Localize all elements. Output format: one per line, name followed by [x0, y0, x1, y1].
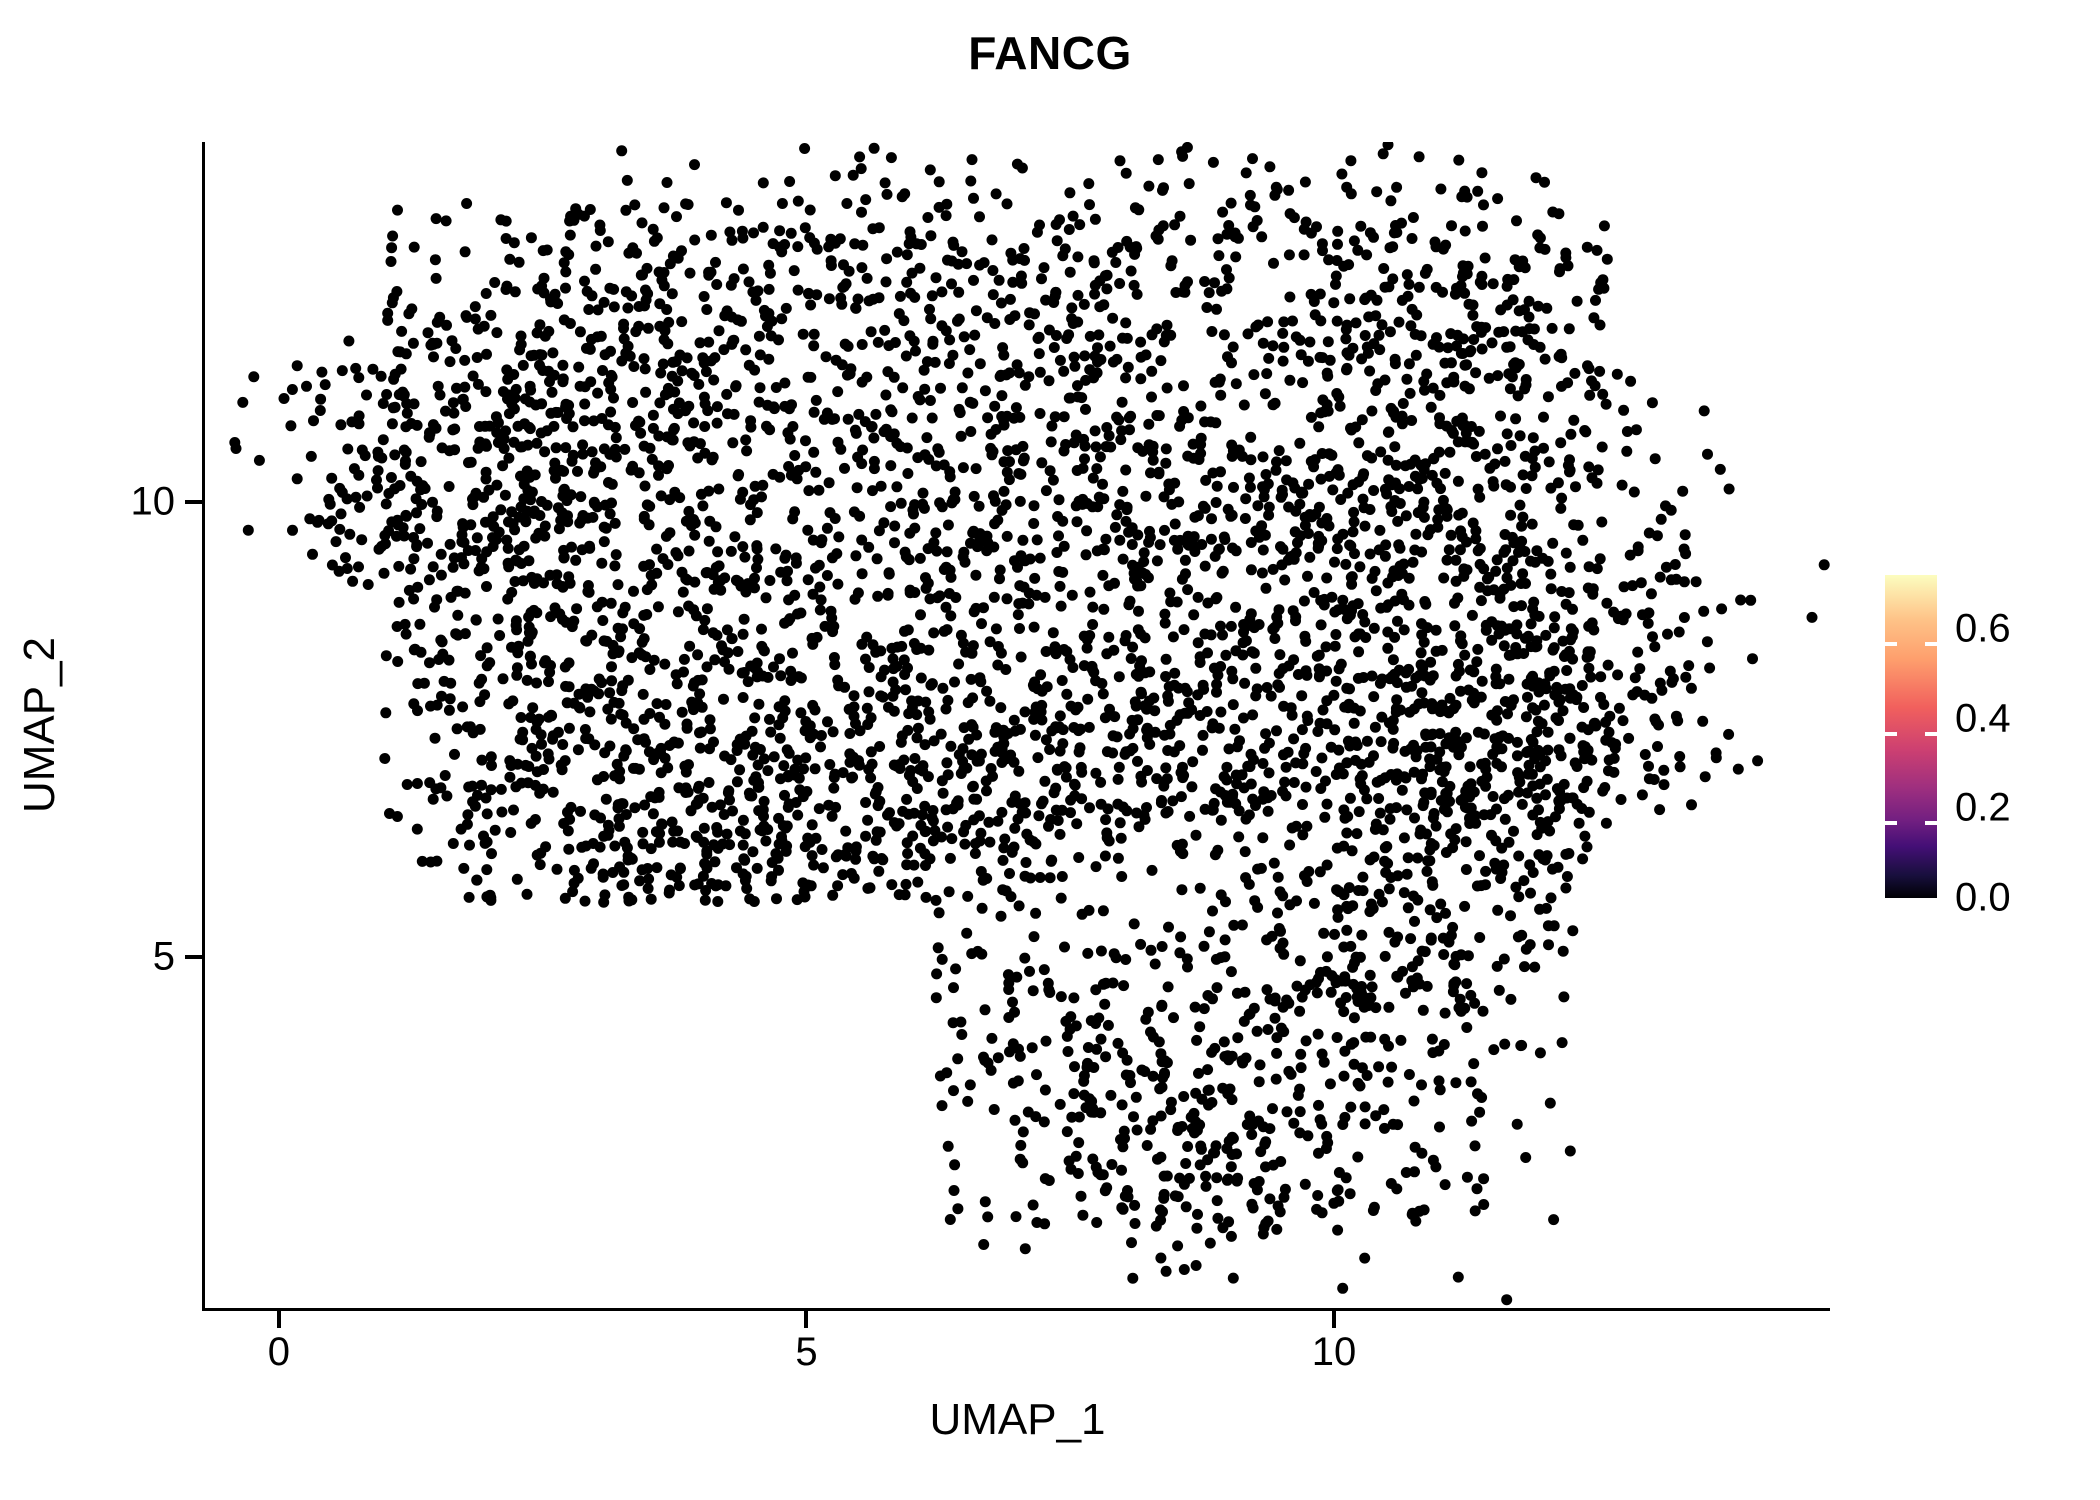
colorbar-tick-mark — [1885, 911, 1897, 915]
colorbar — [1885, 575, 1937, 915]
x-tick-label: 10 — [1311, 1330, 1357, 1374]
colorbar-tick-label: 0.6 — [1955, 606, 2011, 651]
colorbar-tick-mark — [1925, 731, 1937, 736]
x-tick-label: 5 — [795, 1330, 818, 1374]
colorbar-tick-mark — [1885, 641, 1897, 646]
x-tick-mark — [804, 1311, 809, 1328]
y-tick-mark — [185, 955, 202, 960]
colorbar-tick-mark — [1925, 821, 1937, 826]
colorbar-tick-mark — [1925, 641, 1937, 646]
colorbar-legend: 0.6 0.4 0.2 0.0 — [1880, 560, 2095, 920]
scatter-layer — [205, 142, 1830, 1308]
colorbar-tick-label: 0.4 — [1955, 696, 2011, 741]
y-axis-label-wrap: UMAP_2 — [0, 142, 80, 1308]
colorbar-gradient — [1885, 575, 1937, 898]
y-axis-line — [202, 142, 207, 1311]
y-tick-mark — [185, 499, 202, 504]
colorbar-tick-mark — [1885, 821, 1897, 826]
x-tick-mark — [276, 1311, 281, 1328]
colorbar-tick-mark — [1885, 731, 1897, 736]
page-title: FANCG — [968, 27, 1132, 79]
scatter-points — [229, 142, 1830, 1306]
colorbar-tick-label: 0.0 — [1955, 875, 2011, 920]
y-axis-label: UMAP_2 — [15, 636, 64, 814]
colorbar-tick-label: 0.2 — [1955, 785, 2011, 830]
colorbar-tick-mark — [1925, 911, 1937, 915]
x-tick-mark — [1332, 1311, 1337, 1328]
x-axis-line — [202, 1306, 1830, 1311]
y-tick-label: 5 — [152, 934, 175, 979]
x-tick-label: 0 — [267, 1330, 290, 1374]
y-tick-label: 10 — [130, 479, 176, 524]
x-axis-label: UMAP_1 — [929, 1395, 1106, 1444]
